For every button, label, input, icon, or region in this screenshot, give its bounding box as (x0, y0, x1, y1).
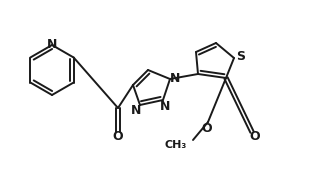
Text: O: O (202, 122, 212, 134)
Text: N: N (131, 105, 141, 117)
Text: N: N (160, 99, 170, 113)
Text: O: O (113, 131, 123, 143)
Text: O: O (250, 131, 260, 143)
Text: S: S (236, 50, 246, 64)
Text: CH₃: CH₃ (165, 140, 187, 150)
Text: N: N (47, 38, 57, 50)
Text: N: N (170, 72, 180, 84)
